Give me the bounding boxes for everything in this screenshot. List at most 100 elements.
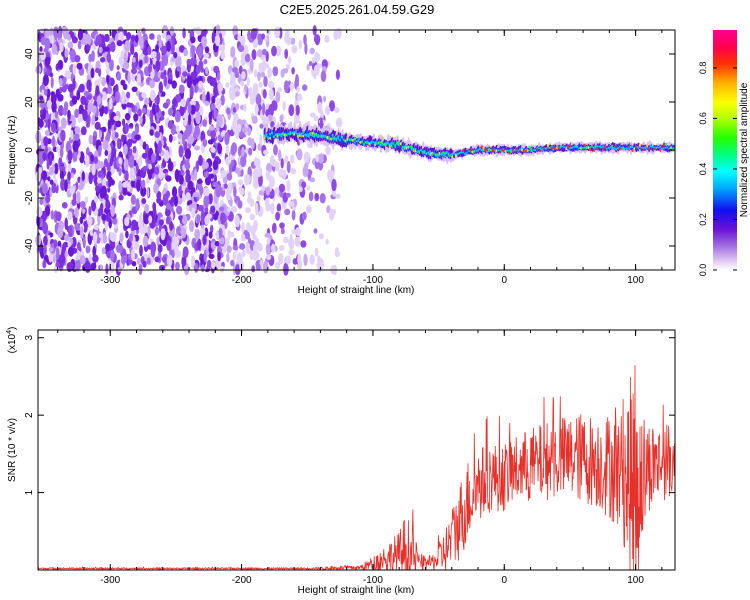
spectrogram-noise-cell bbox=[228, 182, 233, 188]
spectrogram-noise-cell bbox=[182, 215, 188, 226]
spectrogram-y-tick-label: -20 bbox=[24, 190, 35, 205]
spectrogram-noise-cell bbox=[190, 45, 196, 54]
spectrogram-noise-cell bbox=[87, 102, 94, 112]
spectrogram-noise-cell bbox=[64, 48, 69, 58]
spectrogram-noise-cell bbox=[204, 161, 209, 170]
spectrogram-noise-cell bbox=[64, 179, 68, 192]
spectrogram-noise-cell bbox=[110, 111, 117, 124]
spectrogram-noise-cell bbox=[303, 253, 308, 266]
spectrogram-noise-cell bbox=[302, 84, 308, 91]
spectrogram-noise-cell bbox=[155, 155, 159, 162]
spectrogram-noise-cell bbox=[135, 198, 140, 206]
spectrogram-noise-cell bbox=[63, 26, 69, 40]
spectrogram-noise-cell bbox=[86, 94, 93, 101]
spectrogram-noise-cell bbox=[196, 213, 201, 224]
spectrogram-noise-cell bbox=[230, 46, 236, 58]
spectrogram-noise-cell bbox=[284, 48, 289, 59]
spectrogram-noise-cell bbox=[77, 40, 82, 50]
spectrogram-noise-cell bbox=[74, 55, 81, 63]
spectrogram-noise-cell bbox=[123, 158, 129, 171]
spectrogram-noise-cell bbox=[191, 255, 196, 267]
spectrogram-noise-cell bbox=[152, 202, 157, 211]
spectrogram-noise-cell bbox=[289, 233, 293, 246]
spectrogram-noise-cell bbox=[98, 130, 103, 139]
spectrogram-noise-cell bbox=[276, 203, 282, 213]
spectrogram-noise-cell bbox=[99, 76, 103, 83]
spectrogram-noise-cell bbox=[313, 34, 321, 44]
spectrogram-noise-cell bbox=[52, 254, 56, 264]
spectrogram-noise-cell bbox=[309, 112, 316, 118]
spectrogram-noise-cell bbox=[167, 161, 174, 172]
snr-x-axis-label: Height of straight line (km) bbox=[298, 585, 415, 596]
spectrogram-noise-cell bbox=[220, 212, 226, 225]
spectrogram-noise-cell bbox=[270, 154, 274, 162]
spectrogram-noise-cell bbox=[63, 101, 69, 112]
spectrogram-noise-cell bbox=[238, 179, 243, 186]
spectrogram-noise-cell bbox=[110, 204, 116, 217]
spectrogram-noise-cell bbox=[232, 251, 236, 261]
spectrogram-noise-cell bbox=[49, 72, 54, 78]
spectrogram-noise-cell bbox=[93, 195, 99, 203]
spectrogram-noise-cell bbox=[107, 187, 111, 193]
spectrogram-noise-cell bbox=[80, 126, 87, 136]
spectrogram-noise-cell bbox=[77, 28, 84, 41]
spectrogram-noise-cell bbox=[124, 112, 131, 121]
spectrogram-noise-cell bbox=[51, 44, 58, 55]
spectrogram-noise-cell bbox=[334, 107, 340, 113]
spectrogram-noise-cell bbox=[251, 265, 256, 273]
spectrogram-noise-cell bbox=[208, 253, 215, 259]
spectrogram-noise-cell bbox=[243, 229, 249, 236]
spectrogram-noise-cell bbox=[59, 146, 64, 158]
spectrogram-noise-cell bbox=[258, 81, 263, 88]
spectrogram-noise-cell bbox=[196, 179, 203, 184]
spectrogram-noise-cell bbox=[76, 242, 81, 251]
spectrogram-noise-cell bbox=[77, 114, 82, 124]
spectrogram-noise-cell bbox=[215, 97, 222, 110]
spectrogram-noise-cell bbox=[107, 119, 112, 130]
spectrogram-noise-cell bbox=[92, 254, 99, 263]
spectrogram-noise-cell bbox=[75, 255, 79, 261]
spectrogram-noise-cell bbox=[88, 205, 92, 217]
spectrogram-noise-cell bbox=[319, 118, 324, 130]
spectrogram-noise-cell bbox=[270, 202, 275, 215]
spectrogram-noise-cell bbox=[54, 110, 59, 119]
spectrogram-noise-cell bbox=[298, 186, 303, 192]
spectrogram-noise-cell bbox=[181, 256, 187, 267]
spectrogram-noise-cell bbox=[167, 79, 173, 85]
spectrogram-noise-cell bbox=[125, 230, 129, 239]
spectrogram-noise-cell bbox=[233, 186, 237, 198]
spectrogram-noise-cell bbox=[42, 74, 50, 86]
spectrogram-noise-cell bbox=[53, 239, 58, 248]
spectrogram-noise-cell bbox=[306, 64, 310, 71]
spectrogram-noise-cell bbox=[224, 237, 230, 247]
spectrogram-x-tick-label: -100 bbox=[363, 275, 383, 286]
spectrogram-x-axis-label: Height of straight line (km) bbox=[298, 285, 415, 296]
spectrogram-noise-cell bbox=[159, 264, 166, 271]
spectrogram-noise-cell bbox=[191, 207, 196, 219]
spectrogram-noise-cell bbox=[241, 71, 246, 80]
snr-scale-exponent: 4 bbox=[6, 330, 13, 334]
spectrogram-noise-cell bbox=[156, 34, 162, 41]
spectrogram-noise-cell bbox=[220, 51, 226, 60]
spectrogram-noise-cell bbox=[85, 119, 91, 126]
spectrogram-noise-cell bbox=[94, 67, 100, 73]
spectrogram-noise-cell bbox=[121, 90, 126, 104]
spectrogram-noise-cell bbox=[204, 176, 212, 186]
spectrogram-noise-cell bbox=[91, 163, 96, 176]
spectrogram-noise-cell bbox=[300, 240, 307, 248]
spectrogram-noise-cell bbox=[131, 56, 136, 63]
spectrogram-noise-cell bbox=[225, 156, 230, 166]
spectrogram-noise-cell bbox=[261, 33, 266, 40]
colorbar-ticks: 0.0 0.2 0.4 0.6 0.8 bbox=[698, 62, 737, 276]
spectrogram-noise-cell bbox=[200, 228, 206, 236]
spectrogram-noise-cell bbox=[252, 177, 259, 190]
spectrogram-noise-cell bbox=[177, 133, 183, 139]
spectrogram-noise-cell bbox=[167, 107, 174, 116]
spectrogram-noise-cell bbox=[248, 147, 253, 156]
spectrogram-noise-cell bbox=[158, 219, 164, 226]
spectrogram-noise-cell bbox=[332, 208, 336, 215]
spectrogram-noise-cell bbox=[225, 143, 229, 155]
spectrogram-noise-cell bbox=[216, 114, 223, 127]
spectrogram-noise-cell bbox=[213, 84, 218, 98]
spectrogram-noise-cell bbox=[260, 71, 266, 78]
